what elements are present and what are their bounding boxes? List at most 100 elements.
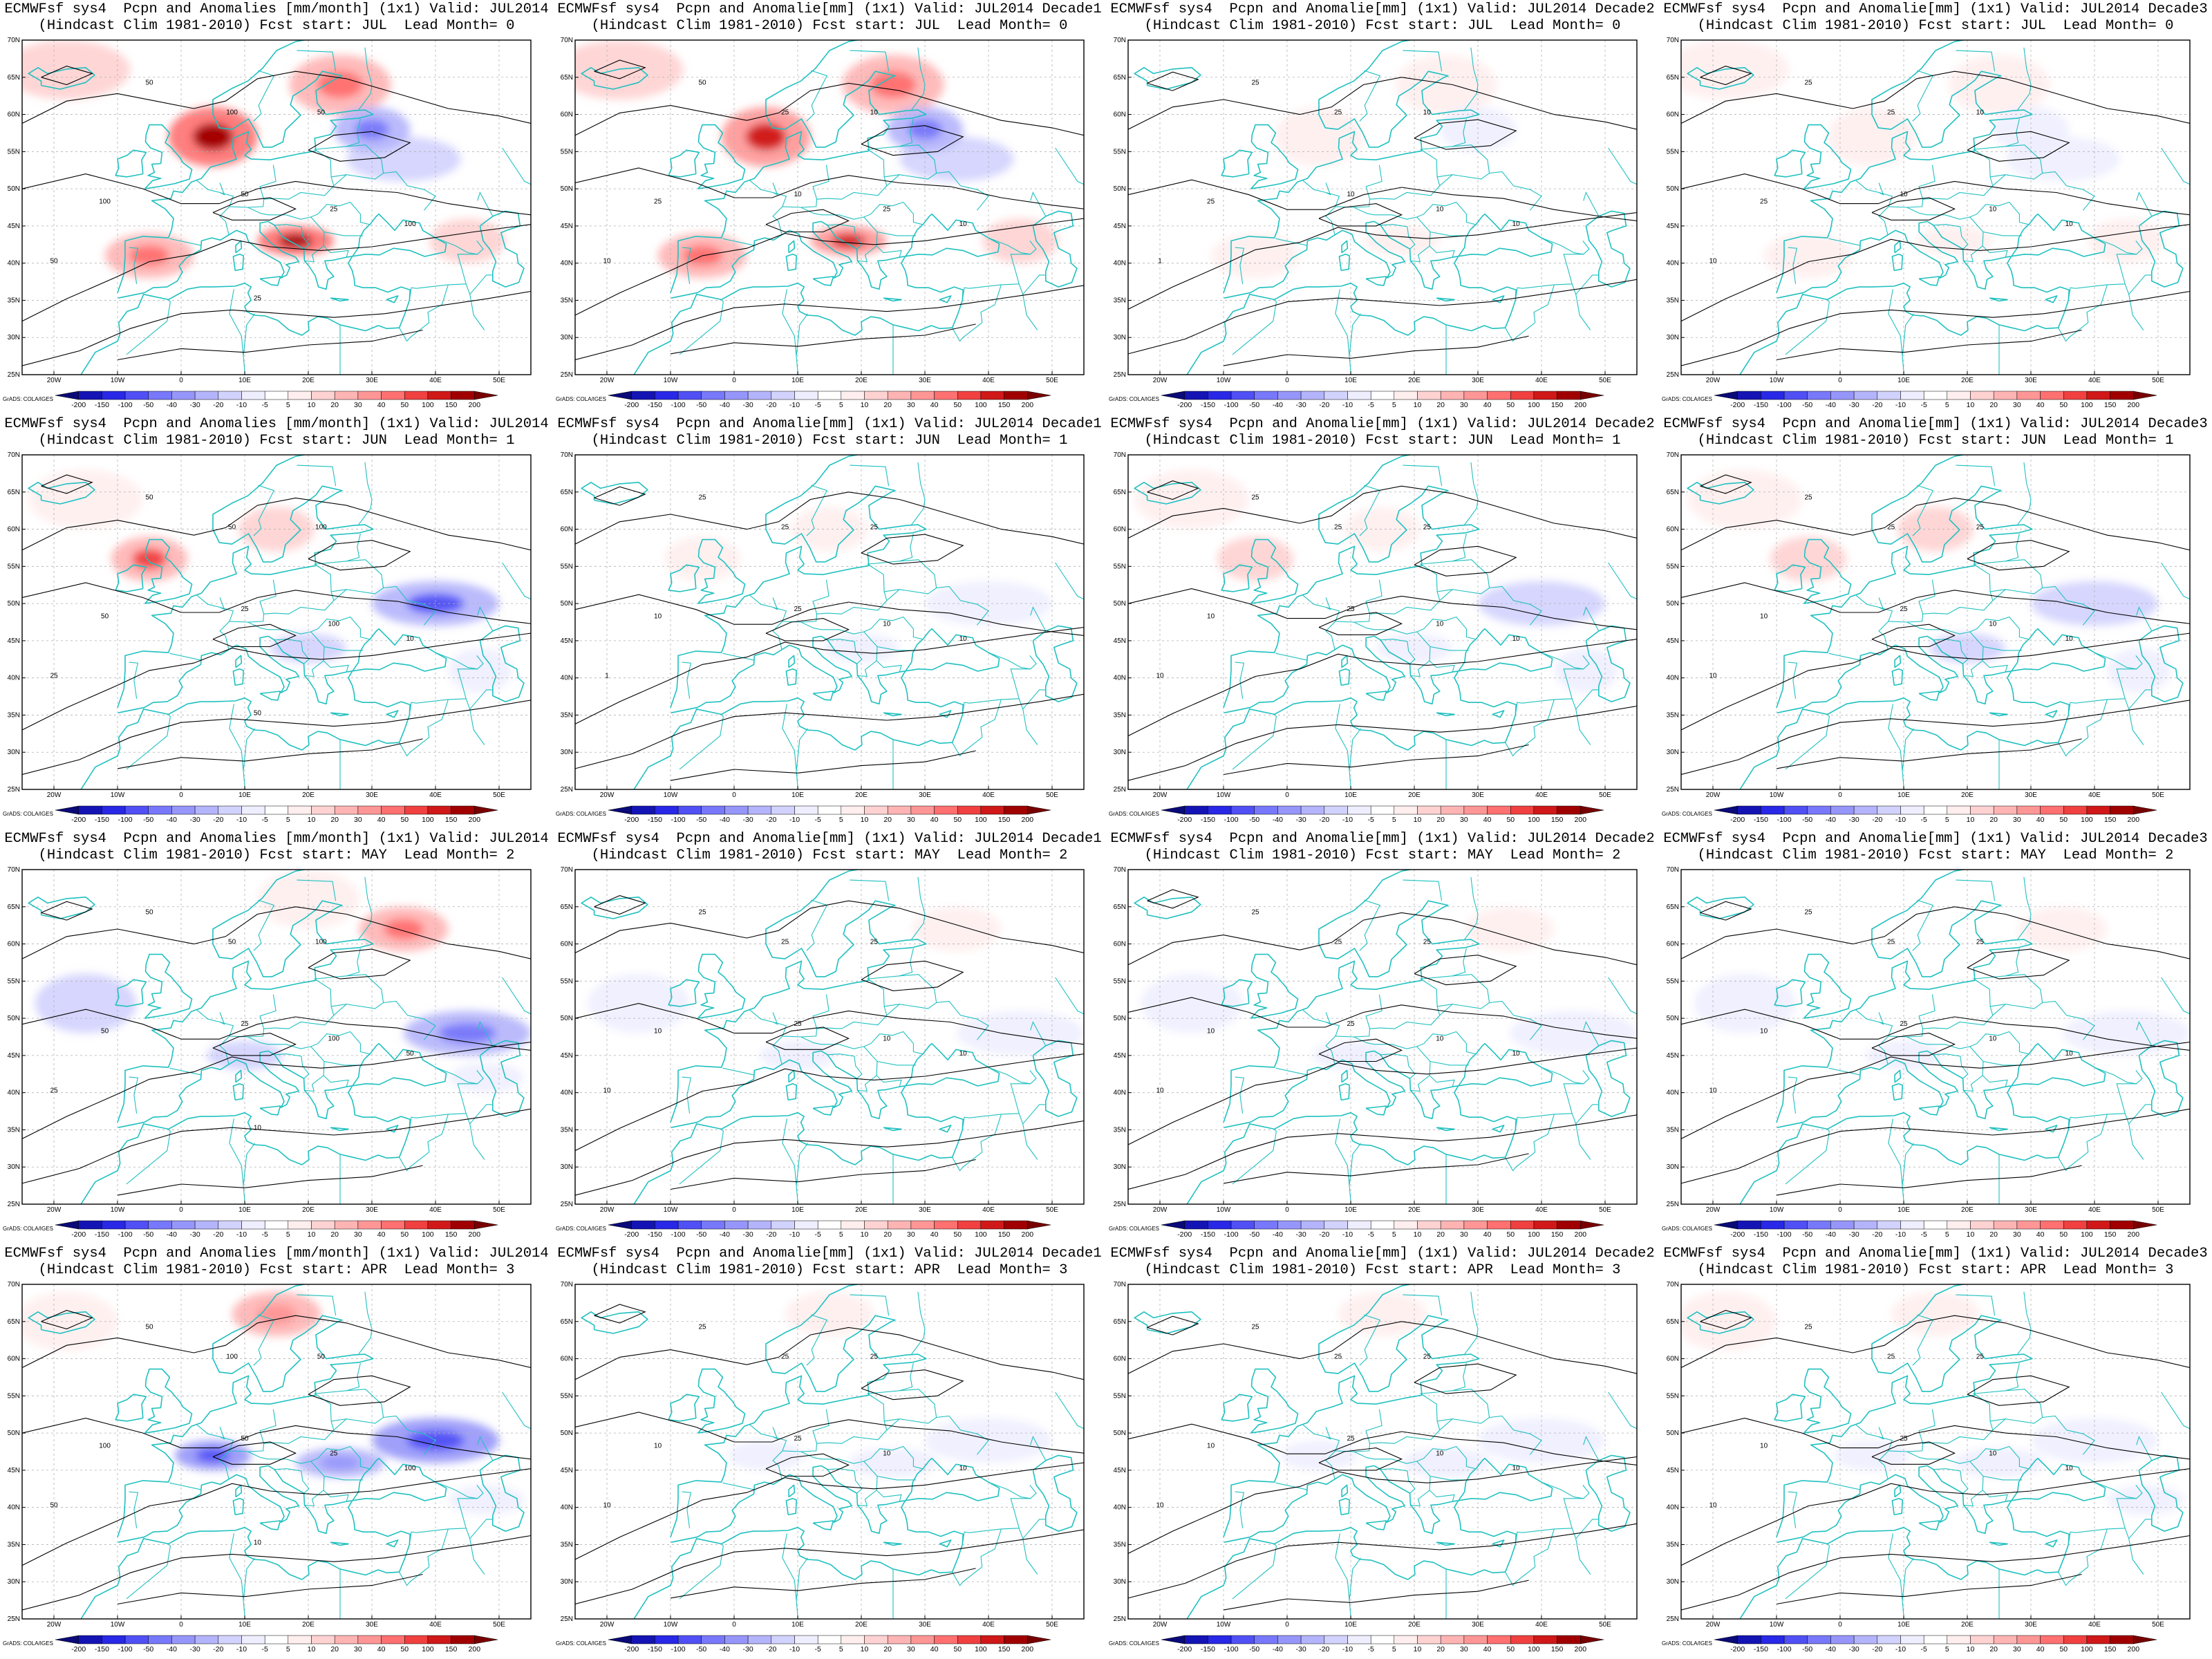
- contour-line: [1700, 66, 1752, 86]
- colorbar-swatch: [2086, 391, 2110, 400]
- colorbar-label: -150: [95, 1230, 109, 1239]
- colorbar-label: -100: [1224, 1230, 1239, 1239]
- colorbar-swatch: [241, 1635, 265, 1644]
- latitude-label: 65N: [8, 74, 20, 82]
- country-border: [1335, 289, 1351, 375]
- latitude-label: 55N: [1667, 1392, 1679, 1400]
- country-border: [2128, 689, 2151, 710]
- colorbar-swatch: [794, 1635, 818, 1644]
- contour-label: 50: [101, 613, 109, 621]
- contour-line: [861, 534, 964, 565]
- colorbar-label: 5: [286, 1230, 290, 1239]
- coastline: [1774, 149, 1806, 178]
- latitude-label: 25N: [1667, 1201, 1679, 1208]
- colorbar-swatch: [171, 1635, 196, 1644]
- latitude-label: 50N: [8, 1430, 20, 1437]
- anomaly-core: [317, 71, 364, 98]
- grads-credit: GrADS: COLA/IGES: [1662, 396, 1712, 402]
- contour-label: 50: [50, 258, 58, 265]
- contour-line: [1681, 700, 2190, 776]
- latitude-label: 70N: [1114, 1281, 1126, 1288]
- latitude-label: 55N: [561, 977, 573, 985]
- latitude-label: 30N: [8, 1578, 20, 1586]
- colorbar-swatch: [980, 805, 1004, 815]
- contour-label: 25: [330, 205, 338, 213]
- country-border: [1918, 994, 1936, 1029]
- colorbar-swatch: [1900, 1635, 1924, 1644]
- colorbar-swatch: [451, 805, 475, 815]
- latitude-label: 65N: [561, 74, 573, 82]
- anomaly-patch: [848, 1447, 938, 1478]
- coastline: [118, 1457, 447, 1573]
- colorbar-swatch: [1347, 805, 1371, 815]
- longitude-label: 50E: [2152, 377, 2164, 384]
- country-border: [1608, 1391, 1637, 1430]
- colorbar-swatch: [701, 391, 725, 400]
- country-border: [800, 201, 923, 225]
- colorbar-label: -150: [95, 816, 109, 824]
- colorbar-swatch: [2040, 805, 2064, 815]
- colorbar-swatch: [1417, 1220, 1441, 1230]
- country-border: [812, 994, 830, 1029]
- country-border: [333, 1415, 436, 1455]
- colorbar-label: 50: [953, 1645, 962, 1653]
- contour-label: 25: [1334, 1353, 1342, 1361]
- contour-label: 25: [1900, 1020, 1908, 1028]
- country-border: [304, 646, 325, 677]
- colorbar-label: -40: [167, 401, 177, 409]
- longitude-label: 0: [1285, 791, 1289, 799]
- colorbar-label: 10: [308, 1645, 316, 1653]
- colorbar-label: 100: [1528, 816, 1540, 824]
- colorbar-swatch: [288, 391, 312, 400]
- latitude-label: 40N: [1114, 1089, 1126, 1097]
- longitude-label: 10W: [1217, 791, 1231, 799]
- panel-title-line1: ECMWFsf sys4 Pcpn and Anomalie[mm] (1x1)…: [1110, 831, 1655, 847]
- latitude-label: 60N: [8, 941, 20, 948]
- colorbar-swatch: [241, 805, 265, 815]
- panel-title-line2: (Hindcast Clim 1981-2010) Fcst start: JU…: [1144, 433, 1621, 449]
- coastline: [1436, 1541, 1455, 1546]
- colorbar-label: 10: [1414, 401, 1422, 409]
- colorbar-label: -100: [671, 1230, 686, 1239]
- panel-title-line1: ECMWFsf sys4 Pcpn and Anomalie[mm] (1x1)…: [557, 831, 1102, 847]
- country-border: [772, 1427, 778, 1440]
- latitude-label: 35N: [1114, 1126, 1126, 1134]
- country-border: [796, 313, 809, 356]
- contour-label: 25: [781, 939, 789, 946]
- contour-label: 10: [254, 1124, 262, 1132]
- colorbar-swatch: [608, 1220, 632, 1230]
- contour-line: [1128, 639, 1637, 737]
- country-border: [502, 147, 531, 185]
- coastlines: [1687, 870, 2184, 1204]
- contour-line: [1681, 582, 2190, 624]
- colorbar: -200 -150 -100 -50 -40 -30 -20 -10 -5 5 10 20 30 40 50…: [55, 1635, 498, 1653]
- colorbar-swatch: [311, 391, 335, 400]
- colorbar-swatch: [1714, 805, 1738, 815]
- country-border: [2161, 977, 2190, 1015]
- anomaly-patch: [1681, 40, 1790, 100]
- contour-label: 25: [1423, 939, 1432, 946]
- anomaly-core: [129, 245, 169, 266]
- forecast-panel: 25 25 25 10 25 10 10 1 70N 65N 60N 55N 50N 45N 40N 35N 3…: [553, 415, 1106, 830]
- country-border: [1969, 1461, 2023, 1481]
- country-border: [409, 655, 484, 715]
- colorbar-label: 20: [1989, 401, 1998, 409]
- country-border: [323, 660, 349, 673]
- longitude-label: 50E: [1599, 377, 1611, 384]
- colorbar-swatch: [1761, 391, 1785, 400]
- contour-label: 25: [870, 524, 879, 532]
- anomaly-patch: [429, 218, 506, 263]
- country-border: [469, 1104, 492, 1125]
- contour-line: [1318, 203, 1403, 227]
- latitude-label: 55N: [1114, 148, 1126, 156]
- country-border: [1335, 704, 1351, 789]
- latitude-label: 25N: [8, 1615, 20, 1623]
- country-border: [1030, 606, 1047, 632]
- contour-line: [1414, 119, 1517, 150]
- climatology-contours: [1128, 889, 1637, 1190]
- coastline: [939, 1539, 952, 1548]
- coastline: [2045, 1539, 2058, 1548]
- coastline: [1338, 1497, 1351, 1516]
- colorbar-label: 40: [930, 401, 939, 409]
